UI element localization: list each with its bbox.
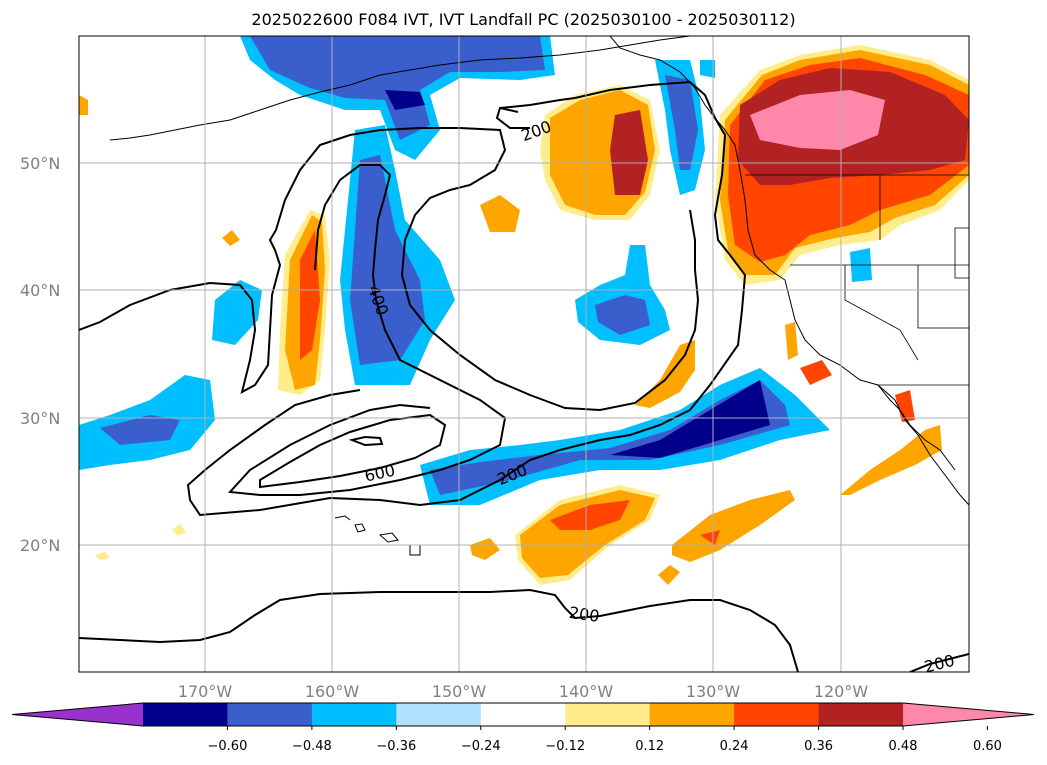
colorbar-segment (311, 703, 397, 726)
lat-label: 30°N (20, 409, 60, 428)
colorbar-extend-low (12, 703, 143, 726)
contour-label: 200 (568, 603, 601, 626)
borders (745, 174, 969, 386)
lat-label: 40°N (20, 281, 60, 300)
colorbar-extend-high (903, 703, 1034, 726)
colorbar-tick-label: −0.12 (545, 739, 585, 754)
colorbar-tick-label: −0.48 (292, 739, 332, 754)
colorbar-outline (11, 702, 1035, 727)
colorbar-segment (649, 703, 735, 726)
colorbar: −0.60 −0.48 −0.36 −0.24 −0.12 0.12 0.24 0.36 0.4… (11, 702, 1035, 754)
map-layers: 200 400 600 200 200 200 (79, 36, 969, 677)
colorbar-segment (734, 703, 820, 726)
colorbar-segment (565, 703, 651, 726)
negative-shading (79, 36, 872, 505)
colorbar-tick-label: 0.12 (635, 739, 664, 754)
colorbar-segment (396, 703, 482, 726)
colorbar-tick-label: −0.24 (461, 739, 501, 754)
lat-label: 50°N (20, 154, 60, 173)
lon-label: 130°W (686, 682, 741, 701)
colorbar-tick-label: 0.48 (889, 739, 918, 754)
lon-label: 160°W (305, 682, 360, 701)
colorbar-segment (818, 703, 904, 726)
colorbar-segment (480, 703, 566, 726)
colorbar-segment (227, 703, 313, 726)
colorbar-tick-label: −0.36 (376, 739, 416, 754)
contour-label: 200 (922, 651, 956, 677)
map-title: 2025022600 F084 IVT, IVT Landfall PC (20… (251, 10, 796, 29)
gridlines (79, 36, 969, 672)
lon-label: 120°W (814, 682, 869, 701)
lon-label: 140°W (559, 682, 614, 701)
colorbar-tick-label: −0.60 (208, 739, 248, 754)
lat-label: 20°N (20, 536, 60, 555)
colorbar-segment (143, 703, 228, 726)
ivt-contours (79, 80, 969, 672)
colorbar-tick-label: 0.36 (804, 739, 833, 754)
lon-label: 170°W (178, 682, 233, 701)
colorbar-tick-label: 0.24 (720, 739, 749, 754)
lon-label: 150°W (432, 682, 487, 701)
map-frame (78, 35, 970, 673)
colorbar-tick-label: 0.60 (973, 739, 1002, 754)
